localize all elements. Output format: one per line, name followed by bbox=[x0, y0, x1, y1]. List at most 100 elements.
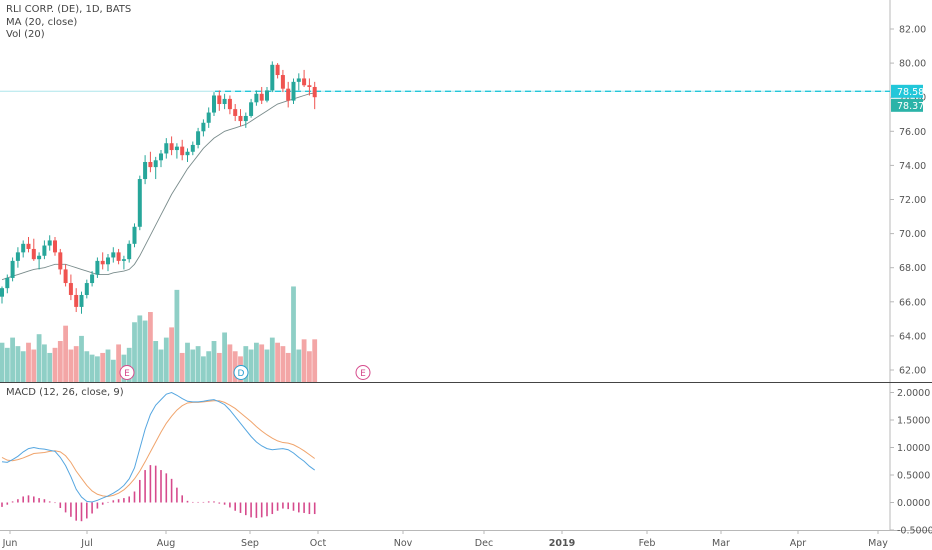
volume-bar[interactable] bbox=[68, 349, 74, 382]
volume-bar[interactable] bbox=[79, 335, 84, 382]
moving-average-line[interactable] bbox=[1, 92, 315, 281]
volume-bar[interactable] bbox=[195, 346, 201, 382]
volume-bar[interactable] bbox=[227, 344, 233, 382]
candle-body[interactable] bbox=[84, 283, 89, 295]
candle-body[interactable] bbox=[280, 75, 285, 89]
candle-body[interactable] bbox=[169, 143, 174, 151]
volume-bar[interactable] bbox=[142, 320, 148, 382]
volume-bar[interactable] bbox=[36, 334, 42, 382]
ma-legend[interactable]: MA (20, close) bbox=[6, 16, 78, 28]
candle-body[interactable] bbox=[238, 115, 243, 122]
volume-bar[interactable] bbox=[254, 342, 259, 382]
candle-body[interactable] bbox=[249, 102, 254, 116]
volume-bar[interactable] bbox=[174, 289, 180, 382]
volume-bar[interactable] bbox=[259, 344, 265, 382]
volume-bar[interactable] bbox=[301, 339, 307, 382]
candle-body[interactable] bbox=[307, 85, 312, 87]
candle-body[interactable] bbox=[111, 252, 116, 258]
volume-bar[interactable] bbox=[20, 351, 26, 382]
candle-body[interactable] bbox=[254, 93, 259, 103]
candle-body[interactable] bbox=[212, 95, 216, 113]
volume-bar[interactable] bbox=[57, 341, 63, 382]
candle-body[interactable] bbox=[106, 257, 110, 265]
candle-body[interactable] bbox=[100, 260, 105, 265]
volume-bar[interactable] bbox=[312, 339, 318, 382]
candle-body[interactable] bbox=[259, 93, 264, 101]
candle-body[interactable] bbox=[121, 259, 126, 261]
volume-bar[interactable] bbox=[73, 346, 79, 382]
volume-bar[interactable] bbox=[206, 351, 212, 382]
volume-bar[interactable] bbox=[296, 349, 302, 382]
candle-body[interactable] bbox=[132, 226, 137, 244]
volume-bar[interactable] bbox=[52, 347, 58, 382]
volume-bar[interactable] bbox=[211, 341, 217, 382]
volume-bar[interactable] bbox=[63, 325, 68, 382]
candle-body[interactable] bbox=[58, 252, 63, 270]
candle-body[interactable] bbox=[296, 78, 301, 82]
candle-body[interactable] bbox=[159, 153, 163, 161]
candle-body[interactable] bbox=[68, 283, 73, 295]
symbol-title[interactable]: RLI CORP. (DE), 1D, BATS bbox=[6, 4, 132, 15]
candle-body[interactable] bbox=[90, 274, 95, 284]
candle-body[interactable] bbox=[31, 248, 36, 260]
candle-body[interactable] bbox=[95, 260, 100, 275]
macd-line[interactable] bbox=[1, 391, 315, 503]
volume-bar[interactable] bbox=[169, 327, 174, 382]
volume-bar[interactable] bbox=[15, 346, 21, 382]
volume-bar[interactable] bbox=[222, 332, 227, 382]
volume-bar[interactable] bbox=[100, 352, 106, 382]
volume-bar[interactable] bbox=[84, 351, 90, 382]
macd-legend[interactable]: MACD (12, 26, close, 9) bbox=[6, 387, 124, 398]
candle-body[interactable] bbox=[74, 294, 79, 307]
volume-bar[interactable] bbox=[291, 286, 296, 382]
candle-body[interactable] bbox=[302, 78, 307, 86]
candle-body[interactable] bbox=[79, 294, 84, 307]
candle-body[interactable] bbox=[174, 146, 179, 151]
candle-body[interactable] bbox=[53, 240, 57, 253]
candle-body[interactable] bbox=[5, 277, 10, 289]
volume-bar[interactable] bbox=[248, 349, 254, 382]
candle-body[interactable] bbox=[265, 90, 269, 101]
candle-body[interactable] bbox=[0, 288, 4, 297]
candle-body[interactable] bbox=[143, 161, 148, 180]
volume-bar[interactable] bbox=[264, 349, 270, 382]
candle-body[interactable] bbox=[270, 64, 275, 91]
candle-body[interactable] bbox=[190, 144, 195, 152]
last-price-badge[interactable] bbox=[891, 84, 923, 98]
candle-body[interactable] bbox=[127, 243, 132, 260]
event-marker-e[interactable] bbox=[119, 365, 135, 380]
volume-bar[interactable] bbox=[243, 346, 249, 382]
event-marker-e[interactable] bbox=[355, 365, 371, 380]
candle-body[interactable] bbox=[148, 161, 153, 168]
volume-bar[interactable] bbox=[153, 341, 159, 382]
volume-bar[interactable] bbox=[132, 322, 137, 382]
candle-body[interactable] bbox=[201, 122, 206, 132]
volume-bar[interactable] bbox=[0, 342, 5, 382]
volume-bar[interactable] bbox=[307, 351, 312, 382]
candle-body[interactable] bbox=[243, 115, 248, 122]
candle-body[interactable] bbox=[196, 131, 201, 145]
volume-bar[interactable] bbox=[137, 315, 143, 382]
candle-body[interactable] bbox=[10, 260, 15, 278]
candle-body[interactable] bbox=[26, 243, 31, 249]
candle-body[interactable] bbox=[164, 143, 169, 154]
volume-bar[interactable] bbox=[95, 356, 100, 382]
event-marker-d[interactable] bbox=[233, 365, 249, 380]
volume-bar[interactable] bbox=[110, 359, 116, 382]
volume-bar[interactable] bbox=[232, 351, 238, 382]
volume-bar[interactable] bbox=[285, 352, 291, 382]
volume-bar[interactable] bbox=[179, 352, 185, 382]
volume-bar[interactable] bbox=[31, 349, 37, 382]
volume-bar[interactable] bbox=[148, 312, 153, 382]
candle-body[interactable] bbox=[286, 88, 291, 101]
candle-body[interactable] bbox=[116, 252, 121, 261]
volume-bar[interactable] bbox=[42, 344, 47, 382]
candle-body[interactable] bbox=[227, 98, 232, 110]
candle-body[interactable] bbox=[153, 160, 158, 168]
candle-body[interactable] bbox=[15, 252, 20, 261]
candle-body[interactable] bbox=[180, 146, 185, 156]
candle-body[interactable] bbox=[42, 245, 47, 256]
candle-body[interactable] bbox=[217, 95, 222, 105]
volume-bar[interactable] bbox=[105, 349, 111, 382]
